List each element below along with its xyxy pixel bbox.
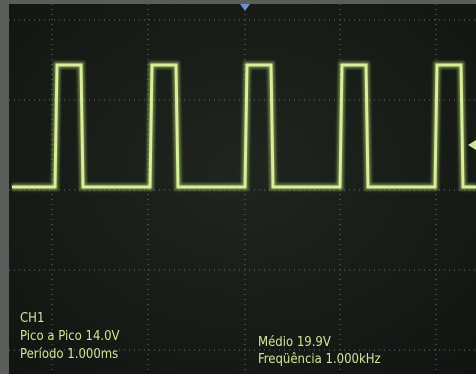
frequency: Freqüência 1.000kHz (258, 352, 381, 367)
channel-label: CH1 (20, 311, 44, 326)
page: CH1 Pico a Pico 14.0V Período 1.000ms Mé… (0, 0, 476, 374)
period: Período 1.000ms (20, 347, 118, 362)
peak-to-peak: Pico a Pico 14.0V (20, 329, 120, 344)
oscilloscope-screen: CH1 Pico a Pico 14.0V Período 1.000ms Mé… (0, 0, 476, 374)
mean: Médio 19.9V (258, 335, 331, 350)
